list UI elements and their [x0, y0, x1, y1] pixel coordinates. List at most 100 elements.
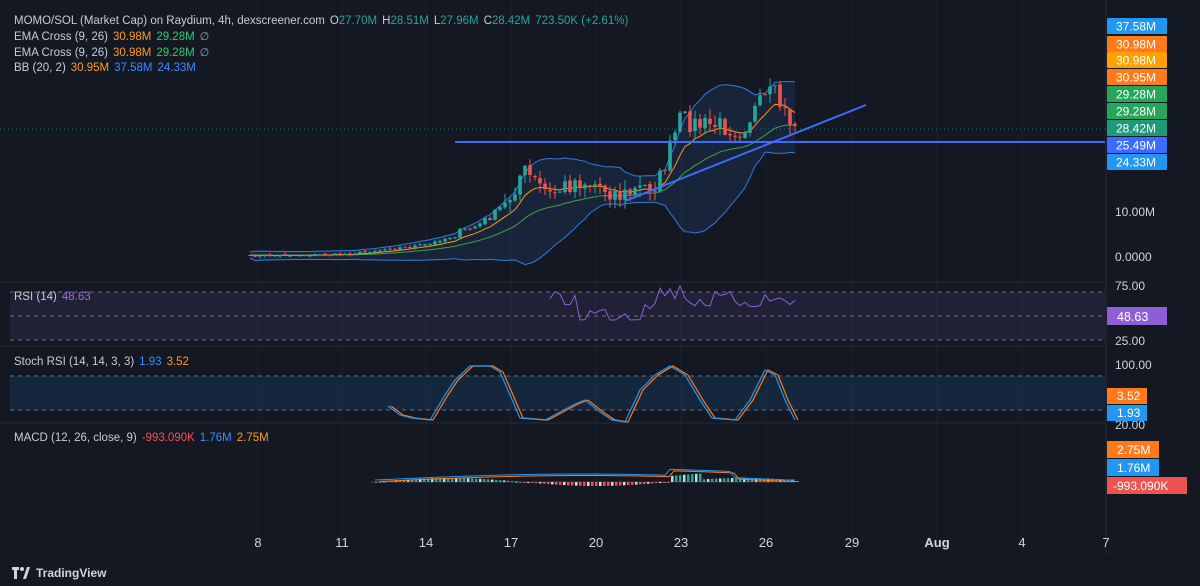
candle-body: [683, 111, 687, 114]
macd-histogram-bar: [479, 478, 482, 482]
candle-body: [593, 184, 597, 186]
rsi-badge: [1107, 307, 1167, 325]
candle-body: [398, 247, 402, 250]
candle-body: [668, 140, 672, 171]
candle-body: [698, 119, 702, 128]
ema-slow-value: 29.28M: [156, 31, 195, 43]
candle-body: [578, 180, 582, 188]
candle-body: [358, 251, 362, 254]
symbol-title: MOMO/SOL (Market Cap) on Raydium, 4h, de…: [14, 15, 325, 27]
macd-histogram-bar: [455, 478, 458, 482]
candle-body: [288, 255, 292, 257]
hidden-icon[interactable]: ∅: [199, 31, 210, 43]
macd-label: MACD (12, 26, close, 9): [14, 432, 137, 444]
macd-histogram-bar: [627, 482, 630, 486]
macd-histogram-bar: [743, 478, 746, 482]
candle-body: [723, 118, 727, 135]
candle-body: [328, 254, 332, 256]
candle-body: [268, 254, 272, 257]
macd-histogram-bar: [635, 482, 638, 485]
ema-legend-2: EMA Cross (9, 26) 30.98M 29.28M ∅: [14, 46, 214, 60]
macd-histogram-bar: [463, 478, 466, 482]
price-tick: 0.0000: [1115, 250, 1152, 264]
macd-histogram-bar: [671, 475, 674, 482]
macd-histogram-bar: [451, 478, 454, 482]
candle-body: [513, 194, 517, 201]
x-tick-label: 26: [759, 535, 773, 550]
hidden-icon[interactable]: ∅: [199, 47, 210, 59]
candle-body: [658, 170, 662, 192]
macd-histogram-bar: [699, 473, 702, 482]
candle-body: [333, 253, 337, 255]
macd-histogram-bar: [623, 482, 626, 486]
macd-histogram-bar: [707, 479, 710, 482]
stoch-badge-label: 1.93: [1117, 406, 1141, 420]
price-badge-label: 24.33M: [1116, 156, 1156, 170]
macd-histogram-bar: [403, 479, 406, 482]
macd-histogram-bar: [571, 482, 574, 486]
candle-body: [548, 189, 552, 192]
tradingview-logo[interactable]: TradingView: [12, 566, 106, 580]
candle-body: [308, 255, 312, 257]
signal-value: 2.75M: [236, 432, 269, 444]
trend-line: [624, 104, 867, 202]
signal-line: [378, 470, 799, 482]
stoch-label: Stoch RSI (14, 14, 3, 3): [14, 356, 135, 368]
brand-name: TradingView: [36, 566, 107, 580]
candle-body: [283, 254, 287, 256]
candle-body: [508, 200, 512, 203]
macd-histogram-bar: [639, 482, 642, 485]
stoch-badge: [1107, 388, 1147, 404]
macd-histogram-bar: [419, 478, 422, 482]
macd-histogram-bar: [647, 482, 650, 484]
candle-body: [263, 255, 267, 257]
macd-histogram-bar: [727, 478, 730, 482]
macd-histogram-bar: [651, 482, 654, 484]
candle-body: [703, 117, 707, 129]
candle-body: [388, 248, 392, 250]
macd-badge: [1107, 459, 1159, 476]
macd-histogram-bar: [711, 478, 714, 482]
macd-histogram-bar: [703, 479, 706, 482]
bb-fill: [250, 81, 795, 265]
candle-body: [438, 240, 442, 243]
price-badge: [1107, 137, 1167, 153]
macd-histogram-bar: [663, 482, 666, 483]
candle-body: [278, 255, 282, 257]
rsi-legend: RSI (14) 48.63: [14, 290, 96, 304]
price-badge: [1107, 120, 1167, 136]
price-badge: [1107, 36, 1167, 52]
candle-body: [563, 181, 567, 192]
stoch-badge: [1107, 405, 1147, 421]
price-badge-label: 28.42M: [1116, 122, 1156, 136]
macd-histogram-bar: [599, 482, 602, 486]
candle-body: [613, 191, 617, 200]
macd-histogram-bar: [475, 478, 478, 482]
candle-body: [773, 85, 777, 87]
candle-body: [373, 251, 377, 253]
price-badge-label: 30.98M: [1116, 38, 1156, 52]
stoch-band: [10, 376, 1105, 410]
candle-body: [248, 255, 252, 257]
candle-body: [323, 253, 327, 255]
candle-body: [778, 84, 782, 107]
macd-histogram-bar: [615, 482, 618, 486]
macd-histogram-bar: [731, 478, 734, 482]
macd-histogram-bar: [587, 482, 590, 486]
candle-body: [453, 237, 457, 239]
high-label: H: [382, 15, 391, 27]
candle-body: [503, 202, 507, 208]
candle-body: [478, 223, 482, 227]
candle-body: [383, 249, 387, 251]
candle-body: [748, 122, 752, 133]
x-tick-label: Aug: [924, 535, 949, 550]
candle-body: [673, 132, 677, 141]
candle-body: [393, 248, 397, 250]
bb-label: BB (20, 2): [14, 62, 66, 74]
x-tick-label: 4: [1018, 535, 1025, 550]
candle-body: [573, 180, 577, 192]
macd-histogram-bar: [483, 479, 486, 482]
rsi-label: RSI (14): [14, 291, 57, 303]
close-label: C: [483, 15, 492, 27]
